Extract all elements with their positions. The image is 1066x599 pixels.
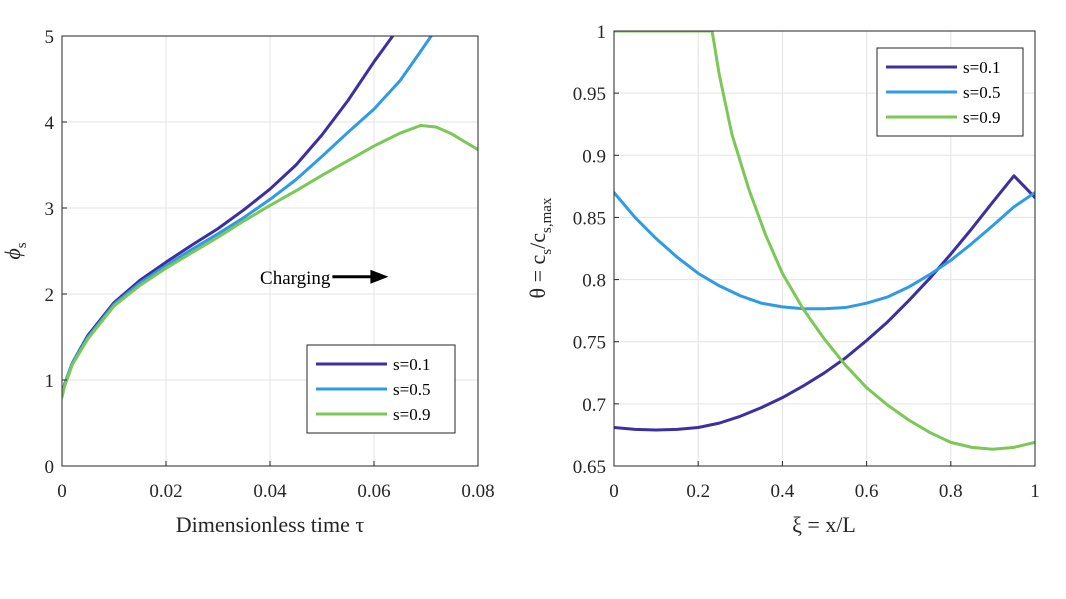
legend-label: s=0.5 xyxy=(963,83,1000,102)
y-tick-label: 1 xyxy=(45,371,55,392)
y-axis-label: θ = cs/cs,max xyxy=(525,197,555,298)
y-tick-label: 5 xyxy=(45,27,55,48)
plot-area-frame xyxy=(613,30,1036,467)
y-tick-label: 0 xyxy=(45,457,55,478)
y-axis-label-sub1: s xyxy=(539,249,555,255)
y-axis-label-subscript: s xyxy=(14,242,30,248)
series-line-s-0-1 xyxy=(62,36,395,397)
y-tick-label: 0.7 xyxy=(582,395,606,416)
legend: s=0.1 s=0.5 s=0.9 xyxy=(306,344,456,434)
chart-theta-vs-xi: 0 0.2 0.4 0.6 0.8 1 0.65 0.7 0.75 0.8 0.85 0.9 0.95 1… xyxy=(525,22,1040,537)
y-tick-label: 4 xyxy=(45,113,55,134)
charging-annotation: Charging xyxy=(260,268,389,289)
series-line-s-0-5 xyxy=(62,36,433,397)
x-tick-label: 0 xyxy=(609,481,619,502)
x-tick-label: 0.4 xyxy=(771,481,795,502)
chart-phi-vs-time: 0 0.02 0.04 0.06 0.08 0 1 2 3 4 5 Dimensionless ti… xyxy=(0,27,495,537)
y-tick-label: 3 xyxy=(45,199,55,220)
charging-arrow-head xyxy=(370,269,389,284)
y-tick-label: 0.95 xyxy=(573,84,606,105)
x-tick-label: 0.6 xyxy=(855,481,879,502)
x-tick-label: 0.04 xyxy=(253,481,287,502)
legend-label: s=0.9 xyxy=(393,405,430,424)
series-line-s-0-9 xyxy=(614,31,1035,451)
x-axis-label: Dimensionless time τ xyxy=(176,512,365,537)
y-axis-label-main: ϕ xyxy=(0,248,25,259)
y-tick-label: 1 xyxy=(597,22,607,43)
y-axis-label-pre: θ = c xyxy=(525,254,550,298)
y-tick-label: 0.9 xyxy=(582,146,606,167)
legend-label: s=0.1 xyxy=(393,355,430,374)
legend-label: s=0.9 xyxy=(963,108,1000,127)
y-axis-label-mid: /c xyxy=(525,233,550,249)
y-tick-label: 0.8 xyxy=(582,271,606,292)
x-tick-label: 1 xyxy=(1030,481,1040,502)
legend-label: s=0.5 xyxy=(393,380,430,399)
y-tick-label: 0.85 xyxy=(573,208,606,229)
legend-label: s=0.1 xyxy=(963,58,1000,77)
series-line-s-0-9 xyxy=(62,123,478,399)
x-axis-label: ξ = x/L xyxy=(792,512,856,537)
y-axis-label: ϕs xyxy=(0,242,30,259)
legend: s=0.1 s=0.5 s=0.9 xyxy=(876,47,1024,137)
y-tick-label: 0.75 xyxy=(573,333,606,354)
x-tick-label: 0.06 xyxy=(357,481,390,502)
x-tick-label: 0.2 xyxy=(686,481,710,502)
series-line-s-0-5 xyxy=(614,191,1035,311)
y-axis-label-sub2: s,max xyxy=(539,197,555,233)
series-line-s-0-1 xyxy=(614,174,1035,432)
x-tick-label: 0.8 xyxy=(939,481,963,502)
x-tick-label: 0 xyxy=(57,481,67,502)
x-tick-label: 0.02 xyxy=(149,481,182,502)
charging-label: Charging xyxy=(260,268,331,289)
x-tick-label: 0.08 xyxy=(461,481,494,502)
y-tick-label: 2 xyxy=(45,285,55,306)
y-tick-label: 0.65 xyxy=(573,457,606,478)
